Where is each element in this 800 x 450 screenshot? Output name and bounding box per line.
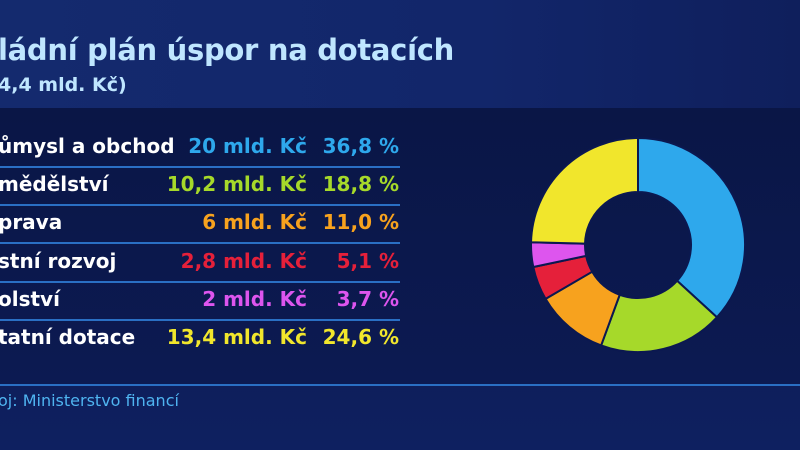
- donut-slice: [530, 136, 639, 245]
- table-row: tatní dotace 13,4 mld. Kč 24,6 %: [0, 319, 400, 357]
- table-row: ůmysl a obchod 20 mld. Kč 36,8 %: [0, 128, 400, 168]
- table-row: olství 2 mld. Kč 3,7 %: [0, 281, 400, 321]
- chart-subtitle: 4,4 mld. Kč): [0, 74, 127, 96]
- percent-label: 36,8 %: [322, 134, 399, 158]
- amount-label: 20 mld. Kč: [188, 134, 307, 158]
- donut-chart: [530, 136, 746, 353]
- amount-label: 13,4 mld. Kč: [166, 325, 307, 349]
- header-band: [0, 0, 800, 108]
- category-label: prava: [0, 210, 63, 235]
- amount-label: 2,8 mld. Kč: [180, 248, 307, 273]
- amount-label: 10,2 mld. Kč: [166, 172, 307, 197]
- percent-label: 11,0 %: [322, 210, 399, 235]
- percent-label: 5,1 %: [336, 248, 399, 273]
- table-row: mědělství 10,2 mld. Kč 18,8 %: [0, 166, 400, 207]
- source-note: oj: Ministerstvo financí: [0, 391, 179, 410]
- percent-label: 3,7 %: [336, 286, 399, 311]
- category-label: tatní dotace: [0, 325, 136, 349]
- table-row: prava 6 mld. Kč 11,0 %: [0, 204, 400, 245]
- category-label: ůmysl a obchod: [0, 134, 175, 158]
- category-label: mědělství: [0, 172, 109, 197]
- donut-slice: [637, 136, 746, 319]
- table-row: stní rozvoj 2,8 mld. Kč 5,1 %: [0, 243, 400, 283]
- percent-label: 18,8 %: [322, 172, 399, 197]
- divider: [0, 384, 800, 386]
- amount-label: 2 mld. Kč: [202, 286, 307, 311]
- category-label: olství: [0, 286, 60, 311]
- chart-title: ládní plán úspor na dotacích: [0, 33, 454, 67]
- percent-label: 24,6 %: [322, 325, 399, 349]
- amount-label: 6 mld. Kč: [202, 210, 307, 235]
- category-label: stní rozvoj: [0, 248, 117, 273]
